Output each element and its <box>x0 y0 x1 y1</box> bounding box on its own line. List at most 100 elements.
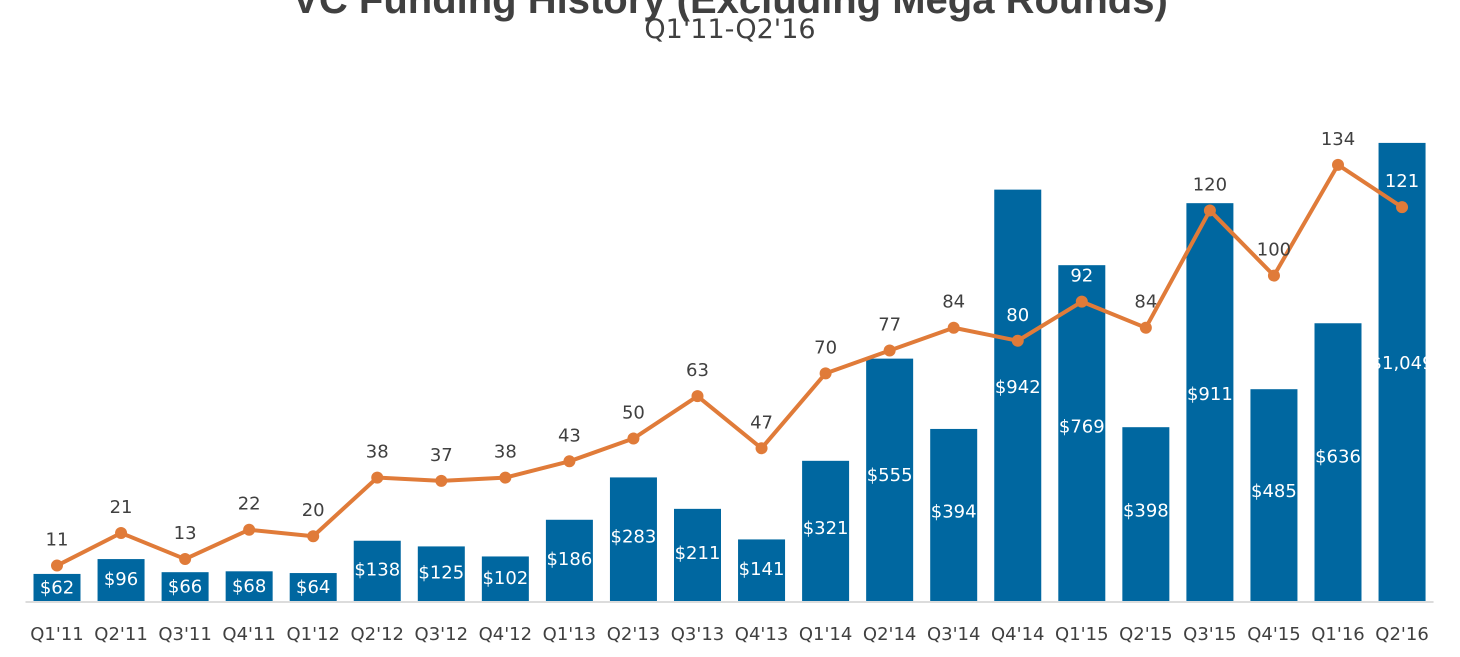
line-point <box>371 471 384 484</box>
line-point <box>1203 204 1216 217</box>
line-value-label: 100 <box>1257 240 1291 261</box>
bar-value-label: $141 <box>739 559 785 580</box>
bar-value-label: $186 <box>546 549 592 570</box>
line-value-label: 47 <box>750 412 773 433</box>
bar <box>994 189 1042 601</box>
line-data-labels: 11 21 13 22 20 38 37 38 43 50 63 47 70 77 84 80 92 84 120 1… <box>46 129 1420 551</box>
x-tick-label: Q3'15 <box>1183 624 1236 645</box>
line-point <box>307 530 320 543</box>
bar <box>866 358 914 601</box>
bar <box>225 571 273 601</box>
line-value-label: 43 <box>558 425 581 446</box>
x-axis-ticks: Q1'11 Q2'11 Q3'11 Q4'11 Q1'12 Q2'12 Q3'12 Q4'12… <box>30 624 1429 645</box>
line-value-label: 37 <box>430 445 453 466</box>
x-tick-label: Q4'13 <box>735 624 788 645</box>
bar <box>609 477 657 601</box>
line-value-label: 11 <box>46 530 69 551</box>
bar-value-label: $66 <box>168 577 202 598</box>
bar <box>289 573 337 601</box>
x-tick-label: Q3'12 <box>415 624 468 645</box>
line-value-label: 84 <box>1134 292 1157 313</box>
line-point <box>755 442 768 455</box>
bar-data-labels: $62 $96 $66 $68 $64 $138 $125 $102 $186 $283 $211 $… <box>40 353 1434 599</box>
bar <box>738 539 786 601</box>
bar-value-label: $769 <box>1059 416 1105 437</box>
bar <box>481 556 529 601</box>
bar-value-label: $636 <box>1315 447 1361 468</box>
line-point <box>499 471 512 484</box>
bar-value-label: $398 <box>1123 501 1169 522</box>
line-point <box>563 455 576 468</box>
x-tick-label: Q1'11 <box>30 624 83 645</box>
x-tick-label: Q3'13 <box>671 624 724 645</box>
bar-value-label: $138 <box>354 560 400 581</box>
line-point <box>51 559 63 572</box>
line-value-label: 134 <box>1321 129 1355 150</box>
x-tick-label: Q1'14 <box>799 624 852 645</box>
bar-value-label: $102 <box>482 568 528 589</box>
bar <box>674 508 721 601</box>
line-point <box>1332 158 1344 171</box>
x-tick-label: Q2'14 <box>863 624 916 645</box>
line-value-label: 77 <box>878 315 901 336</box>
x-tick-label: Q1'13 <box>543 624 596 645</box>
bar-value-label: $125 <box>418 563 464 584</box>
line-point <box>1267 269 1280 282</box>
line-value-label: 84 <box>942 292 965 313</box>
x-tick-label: Q1'12 <box>286 624 339 645</box>
bar-value-label: $283 <box>611 527 657 548</box>
x-tick-label: Q4'11 <box>222 624 275 645</box>
line-point <box>243 523 256 536</box>
line-point <box>1075 295 1088 308</box>
line-point <box>627 432 640 445</box>
x-tick-label: Q1'15 <box>1055 624 1108 645</box>
bar <box>545 519 593 601</box>
x-tick-label: Q4'15 <box>1247 624 1300 645</box>
bar-value-label: $62 <box>40 577 74 598</box>
bar-value-label: $485 <box>1251 481 1297 502</box>
bar <box>1186 203 1234 601</box>
bar <box>353 540 401 601</box>
bar <box>1314 323 1362 601</box>
line-series <box>51 158 1409 572</box>
bar-value-label: $555 <box>867 465 913 486</box>
chart-subtitle: Q1'11-Q2'16 <box>644 14 816 45</box>
line-value-label: 50 <box>622 403 645 424</box>
line-point <box>883 344 896 357</box>
x-tick-label: Q1'16 <box>1311 624 1364 645</box>
bar-value-label: $211 <box>675 543 721 564</box>
bar <box>161 572 209 601</box>
line-point <box>1011 334 1024 347</box>
x-tick-label: Q2'13 <box>607 624 660 645</box>
bar <box>1250 389 1298 601</box>
bar-series <box>33 142 1426 601</box>
line-point <box>115 526 128 539</box>
line-value-label: 20 <box>302 500 325 521</box>
chart-title: VC Funding History (Excluding Mega Round… <box>292 0 1168 22</box>
bar <box>1122 427 1170 601</box>
bar-value-label: $394 <box>931 502 977 523</box>
x-tick-label: Q3'14 <box>927 624 980 645</box>
bar <box>802 460 850 601</box>
bar-value-label: $911 <box>1187 384 1233 405</box>
x-tick-label: Q4'12 <box>479 624 532 645</box>
deal-count-line <box>56 162 1404 568</box>
x-tick-label: Q2'15 <box>1119 624 1172 645</box>
line-point <box>179 553 192 566</box>
x-tick-label: Q2'12 <box>351 624 404 645</box>
line-value-label: 70 <box>814 337 837 358</box>
line-value-label: 13 <box>174 523 197 544</box>
line-point <box>435 474 448 487</box>
line-value-label: 38 <box>366 442 389 463</box>
bar-value-label: $1,049 <box>1371 353 1434 374</box>
bar <box>930 428 978 601</box>
line-value-label: 80 <box>1006 305 1029 326</box>
line-value-label: 92 <box>1070 266 1093 287</box>
bar-value-label: $68 <box>232 576 266 597</box>
line-value-label: 63 <box>686 360 709 381</box>
x-tick-label: Q4'14 <box>991 624 1044 645</box>
x-tick-label: Q3'11 <box>158 624 211 645</box>
bar <box>1058 265 1106 601</box>
bar-value-label: $96 <box>104 569 138 590</box>
